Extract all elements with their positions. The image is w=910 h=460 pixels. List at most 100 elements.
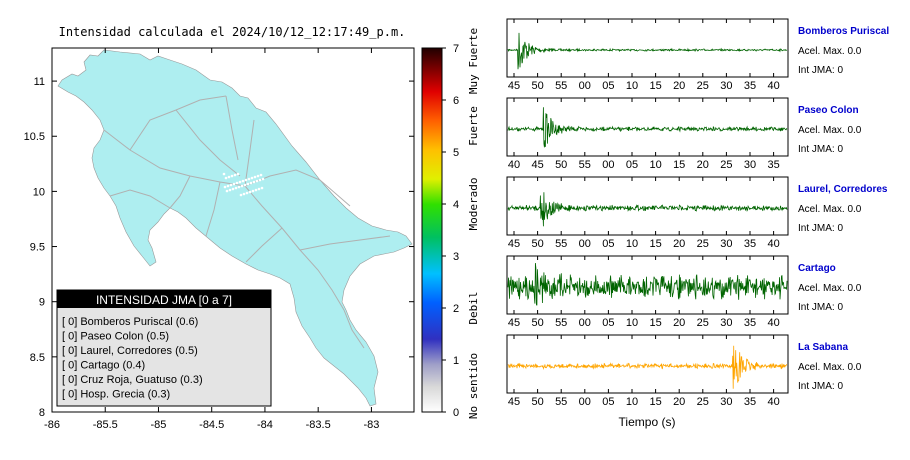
settlement-dot xyxy=(239,193,243,197)
settlement-dot xyxy=(236,172,240,176)
trace-frame xyxy=(506,18,789,78)
trace-tick-label: 20 xyxy=(673,80,685,92)
trace-tick-label: 50 xyxy=(531,317,543,329)
station-accel: Acel. Max. 0.0 xyxy=(798,125,862,136)
map-x-tick-label: -85 xyxy=(151,419,167,431)
trace-tick-label: 00 xyxy=(602,159,614,171)
settlement-dot xyxy=(229,183,233,187)
seismogram-panels: 45 50 55 00 05 10 15 20 25 30 35 40 Bomberos Purisca… xyxy=(506,18,889,408)
map-y-tick-label: 10.5 xyxy=(24,131,45,143)
intensity-colorbar: 0 1 2 3 4 5 6 7 No sentido Debil Moderado Fuerte Mu… xyxy=(421,28,480,419)
colorbar-tick-label: 0 xyxy=(453,407,459,419)
station-accel: Acel. Max. 0.0 xyxy=(798,283,862,294)
trace-tick-label: 05 xyxy=(602,317,614,329)
trace-tick-label: 10 xyxy=(626,80,638,92)
seismogram-0: 45 50 55 00 05 10 15 20 25 30 35 40 Bomberos Purisca… xyxy=(506,18,889,92)
colorbar-category-label: No sentido xyxy=(467,353,480,419)
settlement-dot xyxy=(257,187,261,191)
station-name: Laurel, Corredores xyxy=(798,184,888,195)
trace-tick-label: 25 xyxy=(720,159,732,171)
settlement-dot xyxy=(241,179,245,183)
trace-tick-label: 20 xyxy=(673,396,685,408)
colorbar-tick-label: 5 xyxy=(453,147,459,159)
trace-tick-label: 30 xyxy=(720,80,732,92)
settlement-dot xyxy=(228,188,232,192)
colorbar-category-label: Debil xyxy=(467,291,480,324)
trace-tick-label: 00 xyxy=(579,80,591,92)
seismogram-2: 45 50 55 00 05 10 15 20 25 30 35 40 Laurel, Corredor… xyxy=(506,176,888,250)
map-frame xyxy=(51,47,415,413)
road-line xyxy=(245,227,283,263)
map-x-tick-label: -85.5 xyxy=(93,419,118,431)
trace-tick-label: 00 xyxy=(579,396,591,408)
trace-tick-label: 10 xyxy=(649,159,661,171)
station-name: Bomberos Puriscal xyxy=(798,26,889,37)
trace-tick-label: 35 xyxy=(744,80,756,92)
station-jma: Int JMA: 0 xyxy=(798,302,843,313)
colorbar-tick-label: 2 xyxy=(453,303,459,315)
trace-tick-label: 45 xyxy=(508,317,520,329)
map-title: Intensidad calculada el 2024/10/12_12:17… xyxy=(59,25,406,39)
trace-waveform xyxy=(507,32,788,70)
trace-tick-label: 55 xyxy=(555,396,567,408)
station-jma: Int JMA: 0 xyxy=(798,65,843,76)
colorbar-tick-label: 4 xyxy=(453,199,459,211)
trace-waveform xyxy=(507,262,788,306)
trace-tick-label: 25 xyxy=(697,317,709,329)
colorbar-category-label: Moderado xyxy=(467,178,480,231)
trace-tick-label: 35 xyxy=(744,317,756,329)
settlement-dot xyxy=(235,181,239,185)
road-line xyxy=(244,119,255,187)
trace-tick-label: 10 xyxy=(626,238,638,250)
settlement-dot xyxy=(261,177,265,181)
settlement-dot xyxy=(231,187,235,191)
settlement-dot xyxy=(224,176,228,180)
trace-tick-label: 00 xyxy=(579,238,591,250)
trace-tick-label: 15 xyxy=(673,159,685,171)
settlement-dot xyxy=(251,189,255,193)
map-y-axis: 11 10.5 10 9.5 9 8.5 8 xyxy=(24,76,414,419)
trace-tick-label: 30 xyxy=(720,396,732,408)
trace-tick-label: 10 xyxy=(626,396,638,408)
settlement-dot xyxy=(258,178,262,182)
colorbar-tick-label: 7 xyxy=(453,43,459,55)
settlement-dot xyxy=(259,173,263,177)
colorbar-category-label: Muy Fuerte xyxy=(467,28,480,94)
trace-tick-label: 15 xyxy=(649,396,661,408)
legend-item: [ 0] Cartago (0.4) xyxy=(62,360,145,372)
station-name: Cartago xyxy=(798,263,836,274)
map-x-tick-label: -83 xyxy=(363,419,379,431)
seismogram-1: 40 45 50 55 00 05 10 15 20 25 30 35 Paseo Colon Acel.… xyxy=(506,97,862,171)
trace-waveform xyxy=(507,345,787,389)
trace-tick-label: 05 xyxy=(626,159,638,171)
trace-tick-label: 55 xyxy=(555,238,567,250)
settlement-dot xyxy=(225,189,229,193)
settlement-dot xyxy=(227,175,231,179)
map-x-tick-label: -84.5 xyxy=(199,419,224,431)
colorbar-category-label: Fuerte xyxy=(467,106,480,146)
settlement-dot xyxy=(238,180,242,184)
settlement-dot xyxy=(247,177,251,181)
trace-tick-label: 10 xyxy=(626,317,638,329)
road-line xyxy=(205,181,221,237)
settlement-dot xyxy=(252,180,256,184)
trace-tick-label: 25 xyxy=(697,238,709,250)
settlement-dot xyxy=(260,186,264,190)
map-y-tick-label: 10 xyxy=(33,186,45,198)
road-line xyxy=(299,235,391,251)
settlement-dot xyxy=(223,185,227,189)
trace-tick-label: 50 xyxy=(531,396,543,408)
map-y-tick-label: 9.5 xyxy=(30,242,45,254)
colorbar-tick-label: 3 xyxy=(453,251,459,263)
trace-tick-label: 15 xyxy=(649,80,661,92)
settlement-dot xyxy=(250,176,254,180)
trace-tick-label: 25 xyxy=(697,396,709,408)
legend-item: [ 0] Hosp. Grecia (0.3) xyxy=(62,389,170,401)
settlement-dot xyxy=(256,174,260,178)
trace-tick-label: 20 xyxy=(673,238,685,250)
settlement-dot xyxy=(253,175,257,179)
trace-tick-label: 45 xyxy=(508,80,520,92)
settlement-dot xyxy=(233,173,237,177)
trace-tick-label: 25 xyxy=(697,80,709,92)
